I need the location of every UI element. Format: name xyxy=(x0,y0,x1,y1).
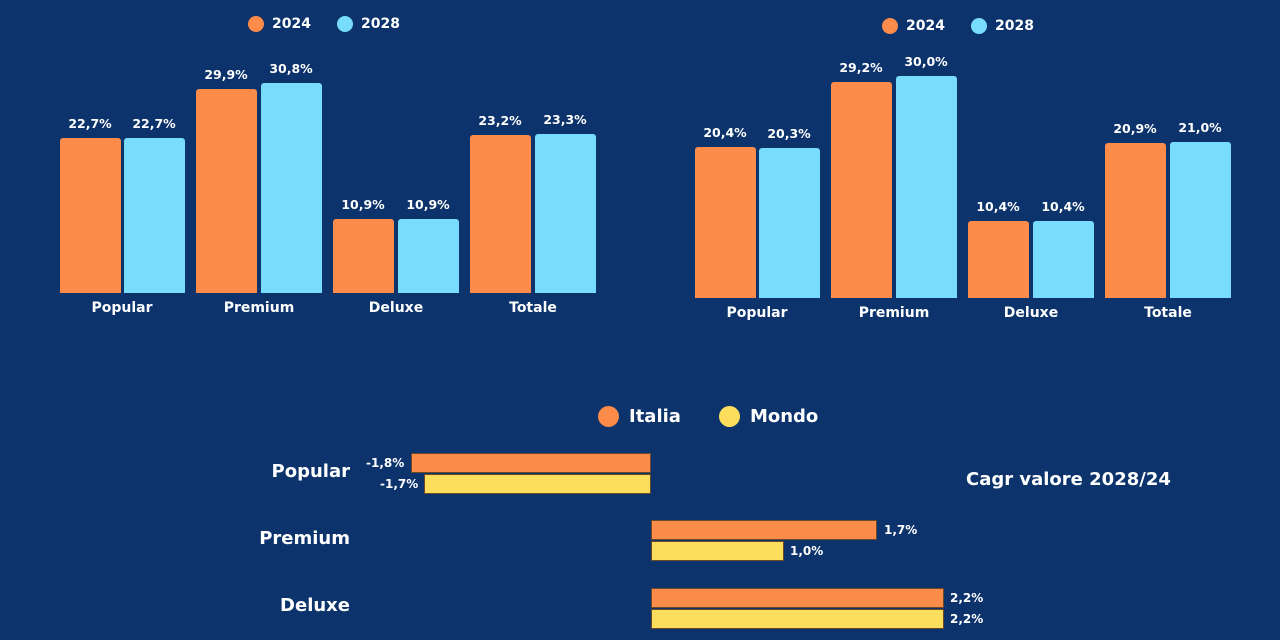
bar-totale-2028 xyxy=(1170,142,1231,298)
category-label: Totale xyxy=(509,300,557,316)
value-label: 23,2% xyxy=(478,113,522,128)
cagr-legend: Italia Mondo xyxy=(598,406,844,427)
bar-deluxe-2028 xyxy=(1033,221,1094,298)
legend-item-2028: 2028 xyxy=(970,18,1034,34)
value-label: 20,9% xyxy=(1113,121,1157,136)
right-legend: 2024 2028 xyxy=(882,18,1060,34)
value-label: 1,0% xyxy=(790,544,824,558)
legend-item-2028: 2028 xyxy=(336,16,400,32)
bar-totale-2024 xyxy=(470,135,531,293)
legend-label: Italia xyxy=(629,406,681,427)
legend-label: 2028 xyxy=(360,16,400,32)
category-label: Popular xyxy=(91,300,153,316)
value-label: 29,9% xyxy=(204,67,248,82)
value-label: 10,9% xyxy=(406,197,450,212)
chart-title: Cagr valore 2028/24 xyxy=(966,469,1171,490)
category-label: Premium xyxy=(223,300,295,316)
bar-popular-italia xyxy=(411,453,651,473)
value-label: 2,2% xyxy=(950,591,984,605)
legend-label: Mondo xyxy=(749,406,819,427)
orange-dot-icon xyxy=(248,16,264,32)
bar-popular-2028 xyxy=(124,138,185,293)
value-label: 29,2% xyxy=(839,60,883,75)
value-label: 23,3% xyxy=(543,112,587,127)
value-label: 10,9% xyxy=(341,197,385,212)
bar-totale-2024 xyxy=(1105,143,1166,298)
yellow-dot-icon xyxy=(718,406,740,427)
category-label: Totale xyxy=(1144,305,1192,321)
value-label: 20,3% xyxy=(767,126,811,141)
bar-premium-2024 xyxy=(196,89,257,293)
value-label: 21,0% xyxy=(1178,120,1222,135)
category-label: Deluxe xyxy=(368,300,424,316)
bar-premium-italia xyxy=(651,520,877,540)
value-label: -1,8% xyxy=(366,456,405,470)
bar-deluxe-2024 xyxy=(333,219,394,293)
value-label: 10,4% xyxy=(1041,199,1085,214)
bar-premium-2028 xyxy=(896,76,957,298)
legend-item-2024: 2024 xyxy=(882,18,945,34)
value-label: 10,4% xyxy=(976,199,1020,214)
value-label: 2,2% xyxy=(950,612,984,626)
legend-item-2024: 2024 xyxy=(248,16,311,32)
orange-dot-icon xyxy=(598,406,619,427)
bar-popular-2024 xyxy=(695,147,756,298)
category-label: Premium xyxy=(259,528,350,549)
bar-premium-2028 xyxy=(261,83,322,293)
orange-dot-icon xyxy=(882,18,898,34)
value-label: 20,4% xyxy=(703,125,747,140)
bar-premium-mondo xyxy=(651,541,784,561)
category-label: Popular xyxy=(271,461,350,482)
bar-deluxe-italia xyxy=(651,588,944,608)
legend-label: 2028 xyxy=(994,18,1034,34)
bar-totale-2028 xyxy=(535,134,596,293)
value-label: 1,7% xyxy=(884,523,918,537)
bar-premium-2024 xyxy=(831,82,892,298)
bar-deluxe-mondo xyxy=(651,609,944,629)
cyan-dot-icon xyxy=(336,16,353,32)
bar-popular-mondo xyxy=(424,474,651,494)
value-label: 30,8% xyxy=(269,61,313,76)
left-legend: 2024 2028 xyxy=(248,16,426,32)
value-label: 22,7% xyxy=(68,116,112,131)
bar-deluxe-2024 xyxy=(968,221,1029,298)
category-label: Popular xyxy=(726,305,788,321)
value-label: 30,0% xyxy=(904,54,948,69)
value-label: 22,7% xyxy=(132,116,176,131)
bar-popular-2028 xyxy=(759,148,820,298)
category-label: Deluxe xyxy=(280,595,350,616)
value-label: -1,7% xyxy=(380,477,419,491)
legend-label: 2024 xyxy=(272,16,311,32)
bar-popular-2024 xyxy=(60,138,121,293)
legend-label: 2024 xyxy=(906,18,945,34)
category-label: Premium xyxy=(858,305,930,321)
category-label: Deluxe xyxy=(1003,305,1059,321)
bar-deluxe-2028 xyxy=(398,219,459,293)
legend-item-mondo: Mondo xyxy=(718,406,819,427)
legend-item-italia: Italia xyxy=(598,406,681,427)
cyan-dot-icon xyxy=(970,18,987,34)
